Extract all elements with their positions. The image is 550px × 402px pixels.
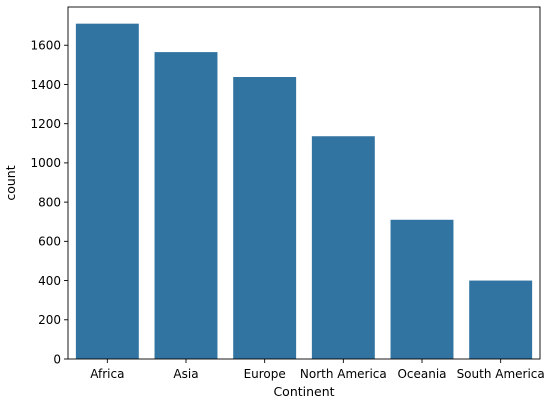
- y-tick-label: 200: [38, 313, 61, 327]
- x-axis-ticks: Africa Asia Europe North America Oceania Sout…: [90, 359, 545, 381]
- bar-oceania: [390, 219, 454, 359]
- bar-south-america: [469, 280, 533, 359]
- y-tick-label: 1600: [30, 39, 61, 53]
- bar-north-america: [311, 136, 375, 359]
- x-tick-label: Oceania: [397, 367, 446, 381]
- y-tick-label: 600: [38, 235, 61, 249]
- x-tick-label: North America: [300, 367, 387, 381]
- plot-frame: [67, 6, 541, 360]
- y-tick-label: 1200: [30, 117, 61, 131]
- y-tick-label: 1400: [30, 78, 61, 92]
- y-axis-ticks: 0 200 400 600 800 1000 1200 1400 1600: [30, 39, 68, 366]
- y-tick-label: 0: [53, 352, 61, 366]
- y-axis-label: count: [3, 165, 18, 200]
- x-tick-label: Asia: [173, 367, 198, 381]
- bar-asia: [154, 52, 218, 360]
- x-axis-label: Continent: [273, 384, 334, 399]
- x-tick-label: Africa: [90, 367, 124, 381]
- y-tick-label: 800: [38, 195, 61, 209]
- x-tick-label: South America: [457, 367, 545, 381]
- bar-europe: [233, 77, 297, 359]
- y-tick-label: 1000: [30, 156, 61, 170]
- bar-africa: [75, 23, 139, 360]
- x-tick-label: Europe: [244, 367, 286, 381]
- y-tick-label: 400: [38, 274, 61, 288]
- bars-group: [75, 23, 533, 360]
